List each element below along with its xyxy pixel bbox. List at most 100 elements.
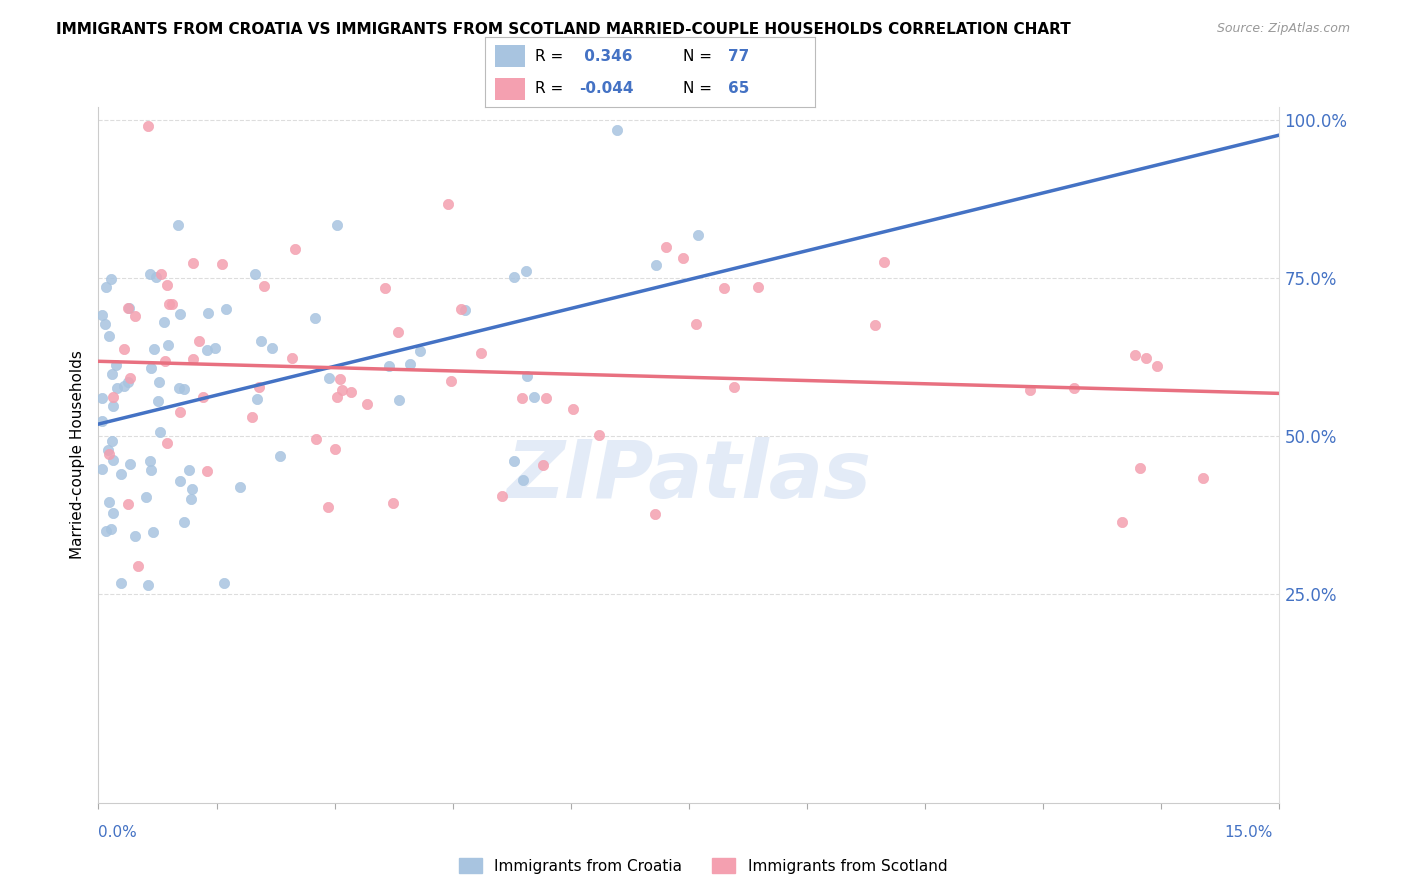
Text: N =: N = — [683, 49, 717, 63]
Point — [100, 434, 122, 449]
Point — [382, 496, 405, 510]
Point — [118, 457, 141, 471]
Point — [100, 522, 122, 536]
Point — [195, 464, 218, 478]
Point — [139, 453, 162, 467]
Point — [96, 443, 118, 458]
Point — [155, 278, 177, 293]
Point — [124, 310, 146, 324]
Point — [183, 351, 205, 366]
Point — [316, 500, 339, 515]
Point — [149, 425, 172, 439]
Point — [329, 371, 352, 385]
Point — [169, 404, 191, 418]
Text: R =: R = — [534, 81, 568, 96]
Point — [340, 384, 363, 399]
Point — [124, 529, 146, 543]
Point — [153, 315, 176, 329]
Point — [91, 462, 114, 476]
Point — [166, 218, 188, 232]
Point — [169, 307, 191, 321]
Point — [1018, 383, 1040, 397]
Bar — [495, 78, 524, 100]
Point — [156, 338, 179, 352]
Point — [523, 390, 546, 404]
Point — [139, 463, 162, 477]
Point — [531, 458, 554, 472]
Point — [156, 435, 179, 450]
Point — [672, 251, 695, 265]
Point — [284, 242, 307, 256]
Point — [491, 489, 513, 503]
Point — [212, 575, 235, 590]
Point — [142, 343, 165, 357]
Point — [159, 297, 181, 311]
Text: 77: 77 — [728, 49, 749, 63]
Point — [97, 495, 120, 509]
Point — [515, 264, 537, 278]
Point — [91, 414, 114, 428]
Point — [516, 369, 538, 384]
Point — [100, 271, 122, 285]
Point — [512, 391, 534, 405]
Point — [645, 258, 668, 272]
Point — [281, 351, 304, 365]
Point — [723, 379, 745, 393]
Point — [101, 368, 124, 382]
Point — [145, 269, 167, 284]
Point — [101, 453, 124, 467]
Point — [588, 428, 610, 442]
Point — [253, 279, 276, 293]
Point — [388, 392, 411, 407]
Point — [1191, 471, 1213, 485]
Point — [101, 390, 124, 404]
Point — [191, 391, 214, 405]
Point — [229, 480, 252, 494]
Text: IMMIGRANTS FROM CROATIA VS IMMIGRANTS FROM SCOTLAND MARRIED-COUPLE HOUSEHOLDS CO: IMMIGRANTS FROM CROATIA VS IMMIGRANTS FR… — [56, 22, 1071, 37]
Point — [112, 379, 135, 393]
Point — [181, 483, 204, 497]
Point — [688, 228, 710, 243]
Point — [101, 399, 124, 413]
Text: 0.346: 0.346 — [579, 49, 633, 63]
Point — [503, 454, 526, 468]
Point — [148, 375, 170, 389]
Point — [98, 447, 121, 461]
Point — [173, 515, 195, 529]
Point — [94, 280, 117, 294]
Point — [374, 280, 396, 294]
Point — [1129, 460, 1152, 475]
Point — [117, 301, 139, 315]
Point — [187, 334, 209, 348]
Point — [873, 255, 896, 269]
Text: 15.0%: 15.0% — [1225, 825, 1272, 840]
Point — [127, 558, 149, 573]
Point — [97, 328, 120, 343]
Point — [1146, 359, 1168, 374]
Point — [503, 269, 526, 284]
Point — [149, 267, 172, 281]
Point — [399, 358, 422, 372]
Text: N =: N = — [683, 81, 717, 96]
Point — [153, 353, 176, 368]
Point — [177, 463, 200, 477]
Point — [260, 341, 283, 355]
Point — [534, 391, 557, 405]
Point — [93, 317, 115, 331]
Point — [240, 409, 263, 424]
Point — [305, 432, 328, 446]
Point — [450, 302, 472, 317]
Point — [142, 524, 165, 539]
Point — [136, 119, 159, 133]
Point — [1111, 515, 1133, 529]
Point — [117, 497, 139, 511]
Point — [195, 343, 218, 358]
Point — [323, 442, 346, 456]
Point — [183, 255, 205, 269]
Text: 65: 65 — [728, 81, 749, 96]
Point — [135, 490, 157, 504]
Point — [1063, 381, 1085, 395]
Y-axis label: Married-couple Households: Married-couple Households — [69, 351, 84, 559]
Point — [139, 361, 162, 376]
Point — [211, 257, 233, 271]
